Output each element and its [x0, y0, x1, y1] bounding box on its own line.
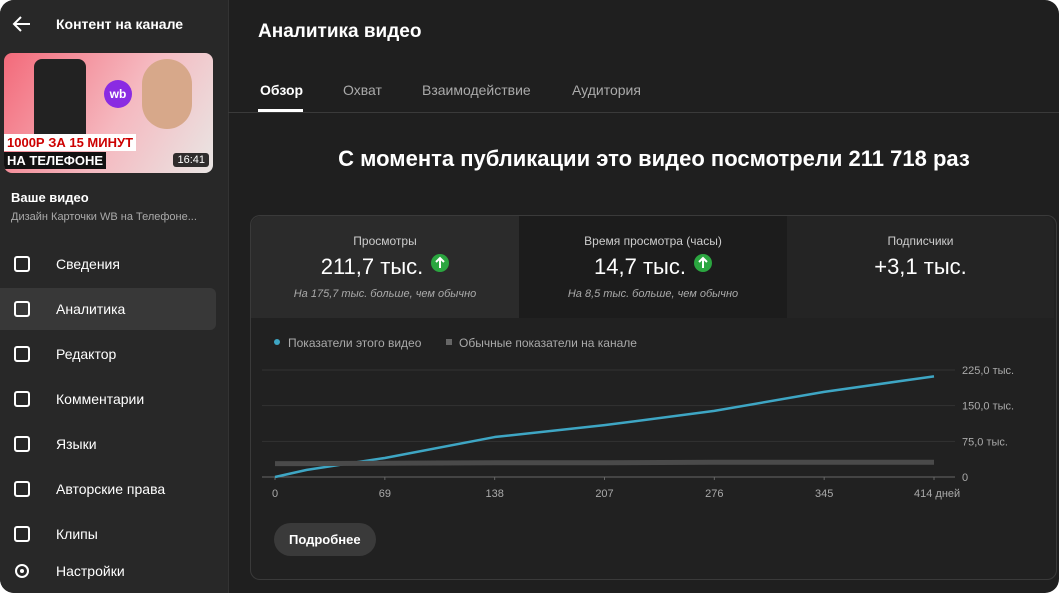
metric-note: На 175,7 тыс. больше, чем обычно [293, 288, 477, 300]
metric-value-text: +3,1 тыс. [874, 254, 967, 279]
up-icon [431, 254, 450, 272]
tab[interactable]: Взаимодействие [422, 82, 531, 98]
sidebar: Контент на канале wb 1000Р ЗА 15 МИНУТ Н… [0, 0, 229, 593]
menu-label: Аналитика [56, 301, 126, 317]
tab[interactable]: Охват [343, 82, 382, 98]
metric: Подписчики +3,1 тыс. [787, 216, 1054, 318]
sidebar-title: Контент на канале [56, 16, 184, 32]
menu-item[interactable]: Языки [0, 423, 216, 465]
metric-value-text: 211,7 тыс. [320, 254, 424, 279]
divider [228, 112, 1059, 113]
legend-label: Показатели этого видео [288, 336, 422, 350]
metric-value: 14,7 тыс. [519, 254, 787, 280]
metric-label: Просмотры [353, 234, 417, 248]
menu-label: Авторские права [56, 481, 166, 497]
menu-item[interactable]: Аналитика [0, 288, 216, 330]
menu-item[interactable]: Сведения [0, 243, 216, 285]
y-tick-label: 225,0 тыс. [962, 365, 1014, 377]
metric-value: +3,1 тыс. [787, 254, 1054, 280]
metric-value: 211,7 тыс. [251, 254, 519, 280]
x-tick-label: 138 [485, 488, 503, 500]
x-tick-label: 276 [705, 488, 723, 500]
duration: 16:41 [173, 153, 209, 167]
your-video: Ваше видео [11, 190, 89, 205]
x-tick-label: 207 [595, 488, 613, 500]
metric: Время просмотра (часы) 14,7 тыс. На 8,5 ты… [519, 216, 787, 318]
thumbnail-line1: 1000Р ЗА 15 МИНУТ [4, 134, 137, 151]
page-title: Аналитика видео [258, 21, 422, 42]
menu-item[interactable]: Клипы [0, 513, 216, 555]
legend-swatch [446, 339, 452, 345]
thumbnail-badge: wb [104, 80, 132, 108]
menu-label: Языки [56, 436, 97, 452]
tab[interactable]: Аудитория [572, 82, 641, 98]
menu-label: Редактор [56, 346, 117, 362]
up-icon [693, 254, 712, 272]
video-title: Дизайн Карточки WB на Телефоне... [11, 211, 197, 223]
series-line [275, 459, 934, 467]
y-tick-label: 150,0 тыс. [962, 401, 1014, 413]
menu-label: Настройки [56, 563, 125, 579]
x-tick-label: 345 [815, 488, 833, 500]
thumbnail[interactable]: wb 1000Р ЗА 15 МИНУТ НА ТЕЛЕФОНЕ 16:41 [4, 53, 213, 173]
metric-label: Время просмотра (часы) [584, 234, 722, 248]
menu-item[interactable]: Редактор [0, 333, 216, 375]
legend-swatch [274, 339, 280, 345]
series-line [274, 375, 935, 479]
thumbnail-line2: НА ТЕЛЕФОНЕ [4, 152, 107, 169]
x-tick-label: 69 [379, 488, 391, 500]
menu-label: Комментарии [56, 391, 145, 407]
legend-label: Обычные показатели на канале [459, 336, 637, 350]
menu-item[interactable]: Комментарии [0, 378, 216, 420]
x-tick-label: 414 дней [914, 488, 960, 500]
metric: Просмотры 211,7 тыс. На 175,7 тыс. больше,… [251, 216, 519, 318]
metric-note: На 8,5 тыс. больше, чем обычно [567, 288, 739, 300]
menu-item[interactable]: Настройки [0, 550, 216, 592]
metric-value-text: 14,7 тыс. [594, 254, 686, 279]
menu-label: Сведения [56, 256, 120, 272]
x-tick-label: 0 [272, 488, 278, 500]
tab[interactable]: Обзор [260, 82, 304, 98]
y-tick-label: 0 [962, 472, 968, 484]
menu-label: Клипы [56, 526, 98, 542]
details-button[interactable]: Подробнее [274, 523, 376, 556]
tab-underline [258, 109, 303, 112]
metric-label: Подписчики [887, 234, 954, 248]
headline: С момента публикации это видео посмотрел… [338, 146, 970, 171]
back-icon[interactable] [12, 14, 32, 34]
menu-item[interactable]: Авторские права [0, 468, 216, 510]
y-tick-label: 75,0 тыс. [962, 436, 1008, 448]
